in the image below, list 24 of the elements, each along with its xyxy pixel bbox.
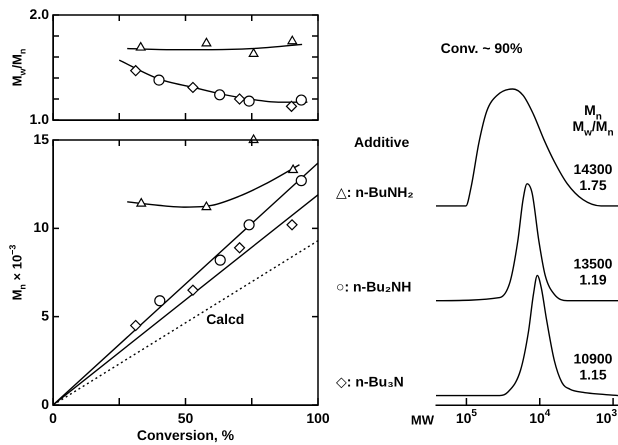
y-tick-label: 15 xyxy=(33,130,50,147)
x-axis-title: Conversion, % xyxy=(136,426,235,443)
y-tick-label: 0 xyxy=(41,396,50,412)
annotation: 1.15 xyxy=(579,366,607,382)
annotation: Calcd xyxy=(206,311,244,328)
annotation: 13500 xyxy=(574,256,613,272)
y-axis-title: Mn × 10−3 xyxy=(7,244,28,300)
y-axis-title: Mw/Mn xyxy=(10,48,28,86)
y-tick-label: 1.0 xyxy=(30,110,50,127)
y-tick-label: 10 xyxy=(33,219,50,236)
series-label: △: n-BuNH₂ xyxy=(336,184,414,200)
y-tick-label: 5 xyxy=(41,308,50,324)
y-tick-label: 2.0 xyxy=(30,6,50,22)
x-axis-title: MW xyxy=(410,412,435,428)
chart-title: Conv. ~ 90% xyxy=(440,40,523,56)
legend-title: Additive xyxy=(354,134,410,150)
annotation: 1.75 xyxy=(579,176,607,193)
x-tick-label: 100 xyxy=(306,410,330,426)
x-tick-label: 50 xyxy=(178,410,194,426)
text: ◇: n-Bu₃N xyxy=(336,373,404,390)
annotation: 14300 xyxy=(574,160,613,177)
annotation: 1.19 xyxy=(579,272,607,288)
series-label: ○: n-Bu₂NH xyxy=(336,278,412,295)
annotation: 10900 xyxy=(574,350,613,366)
